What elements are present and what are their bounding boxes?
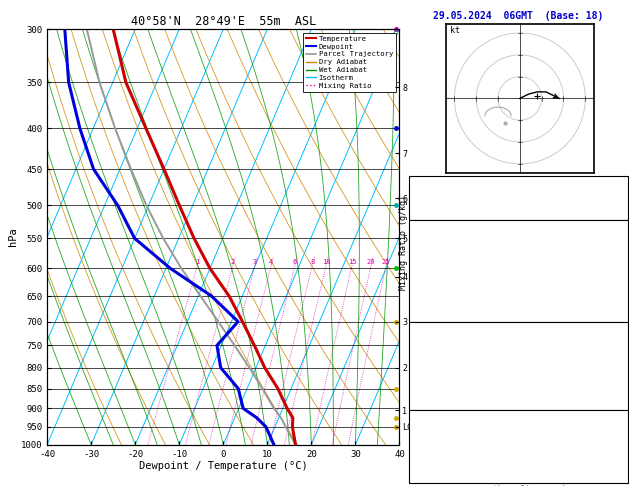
Text: 6: 6	[292, 260, 297, 265]
Legend: Temperature, Dewpoint, Parcel Trajectory, Dry Adiabat, Wet Adiabat, Isotherm, Mi: Temperature, Dewpoint, Parcel Trajectory…	[303, 33, 396, 92]
Text: © weatheronline.co.uk: © weatheronline.co.uk	[470, 485, 567, 486]
Text: PW (cm): PW (cm)	[412, 208, 448, 217]
Text: 46: 46	[614, 194, 625, 203]
Text: 925: 925	[609, 340, 625, 348]
Text: 0: 0	[620, 311, 625, 319]
Text: Dewp (°C): Dewp (°C)	[412, 252, 459, 261]
Text: -2: -2	[614, 427, 625, 436]
Text: 15: 15	[348, 260, 356, 265]
Text: Surface: Surface	[500, 223, 537, 232]
Text: 16.4: 16.4	[604, 238, 625, 246]
Text: StmSpd (kt): StmSpd (kt)	[412, 471, 470, 480]
Text: 0: 0	[620, 398, 625, 407]
Text: CAPE (J): CAPE (J)	[412, 383, 454, 392]
Text: StmDir: StmDir	[412, 456, 443, 465]
X-axis label: Dewpoint / Temperature (°C): Dewpoint / Temperature (°C)	[139, 461, 308, 471]
Text: 3: 3	[620, 281, 625, 290]
Text: kt: kt	[450, 26, 460, 35]
Text: CAPE (J): CAPE (J)	[412, 296, 454, 305]
Text: θε (K): θε (K)	[412, 354, 443, 363]
Text: 3: 3	[253, 260, 257, 265]
Text: K: K	[412, 179, 417, 188]
Text: CIN (J): CIN (J)	[412, 398, 448, 407]
Text: 29.05.2024  06GMT  (Base: 18): 29.05.2024 06GMT (Base: 18)	[433, 11, 603, 21]
Text: 1: 1	[195, 260, 199, 265]
Text: EH: EH	[412, 427, 423, 436]
Text: 0: 0	[620, 296, 625, 305]
Text: 4: 4	[269, 260, 274, 265]
Text: Mixing Ratio (g/kg): Mixing Ratio (g/kg)	[399, 195, 408, 291]
Text: Lifted Index: Lifted Index	[412, 369, 475, 378]
Text: 13: 13	[614, 471, 625, 480]
Text: Temp (°C): Temp (°C)	[412, 238, 459, 246]
Text: 20: 20	[367, 260, 376, 265]
Title: 40°58'N  28°49'E  55m  ASL: 40°58'N 28°49'E 55m ASL	[131, 15, 316, 28]
Text: 8: 8	[310, 260, 314, 265]
Text: Most Unstable: Most Unstable	[484, 325, 552, 334]
Text: θε(K): θε(K)	[412, 267, 438, 276]
Text: 313: 313	[609, 354, 625, 363]
Text: 25: 25	[382, 260, 391, 265]
Text: 2: 2	[231, 260, 235, 265]
Y-axis label: hPa: hPa	[8, 227, 18, 246]
Text: 13: 13	[614, 179, 625, 188]
Text: 2.07: 2.07	[604, 208, 625, 217]
Text: 0: 0	[620, 383, 625, 392]
Text: Pressure (mb): Pressure (mb)	[412, 340, 481, 348]
Text: SREH: SREH	[412, 442, 433, 451]
Text: 11.5: 11.5	[604, 252, 625, 261]
Text: Hodograph: Hodograph	[494, 413, 542, 421]
Text: 291°: 291°	[604, 456, 625, 465]
Text: Lifted Index: Lifted Index	[412, 281, 475, 290]
Text: 2: 2	[620, 369, 625, 378]
Text: 312: 312	[609, 267, 625, 276]
Text: Totals Totals: Totals Totals	[412, 194, 481, 203]
Text: 10: 10	[322, 260, 330, 265]
Text: CIN (J): CIN (J)	[412, 311, 448, 319]
Y-axis label: km
ASL: km ASL	[428, 227, 445, 246]
Text: 20: 20	[614, 442, 625, 451]
